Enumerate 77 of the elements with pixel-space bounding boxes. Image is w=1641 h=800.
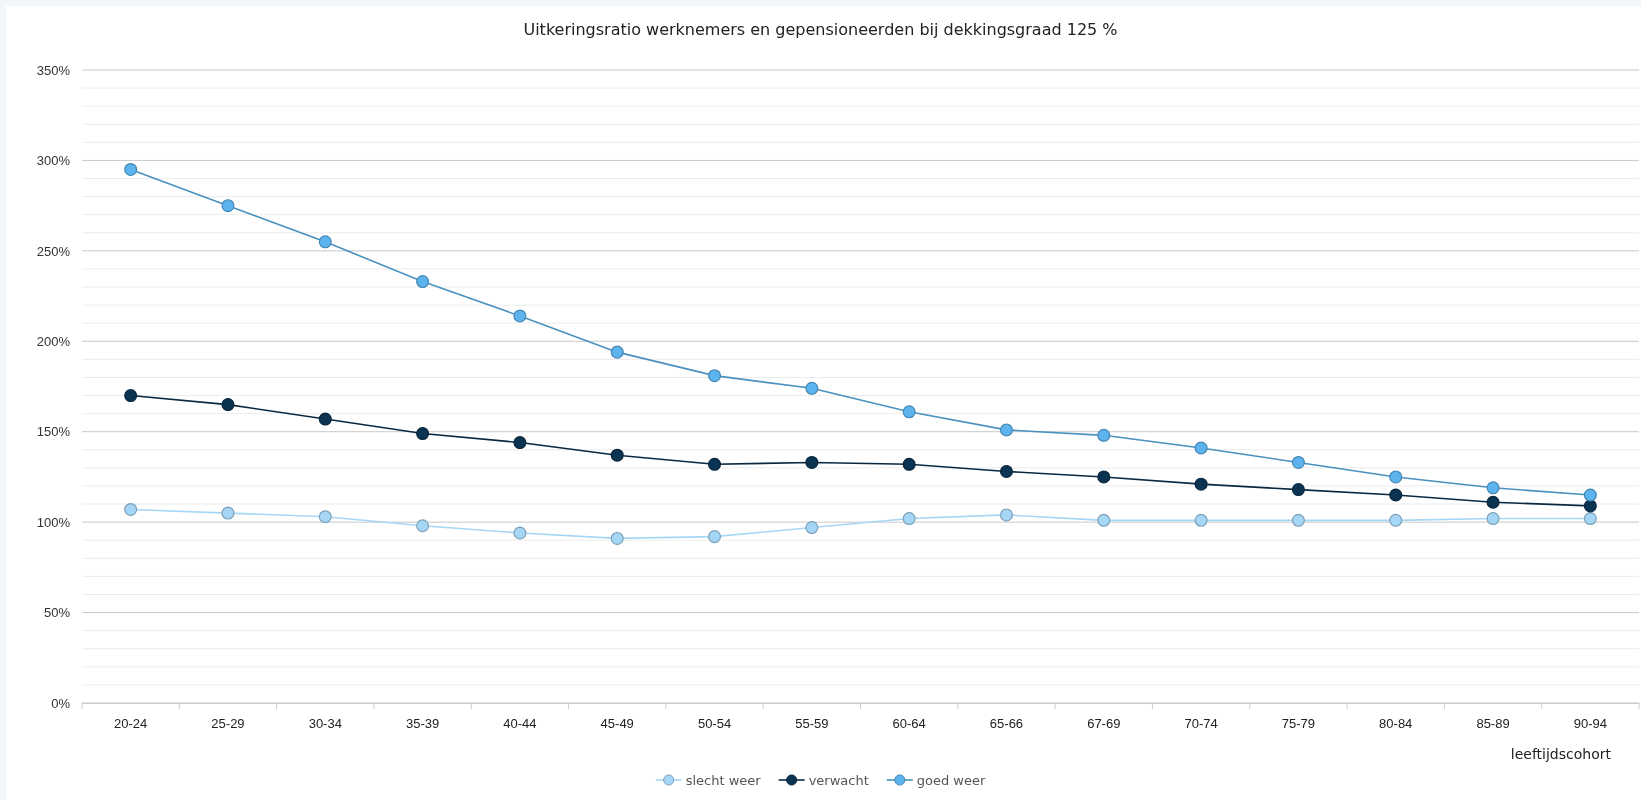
x-tick-label: 75-79 bbox=[1281, 716, 1316, 732]
point bbox=[610, 448, 624, 462]
x-tick-label: 85-89 bbox=[1476, 716, 1510, 732]
chart-title: Uitkeringsratio werknemers en gepensioneerden bij dekkingsgraad 125 % bbox=[523, 20, 1118, 39]
x-tick-label: 20-24 bbox=[114, 716, 148, 732]
point bbox=[1194, 441, 1208, 455]
point bbox=[513, 436, 527, 450]
point bbox=[999, 465, 1013, 479]
point bbox=[805, 381, 819, 395]
point bbox=[1583, 499, 1597, 513]
point bbox=[902, 512, 916, 526]
x-tick-label: 30-34 bbox=[308, 716, 342, 732]
point bbox=[416, 519, 430, 533]
point bbox=[999, 508, 1013, 522]
point bbox=[221, 199, 235, 213]
x-tick-label: 60-64 bbox=[892, 716, 926, 732]
y-tick-label: 300% bbox=[36, 153, 71, 169]
point bbox=[902, 405, 916, 419]
point bbox=[318, 412, 332, 426]
point bbox=[1291, 513, 1305, 527]
point bbox=[1291, 455, 1305, 469]
x-tick-label: 45-49 bbox=[600, 716, 634, 732]
point bbox=[1097, 513, 1111, 527]
x-tick-label: 65-66 bbox=[989, 716, 1024, 732]
point bbox=[221, 398, 235, 412]
x-tick-label: 55-59 bbox=[795, 716, 829, 732]
point bbox=[1389, 513, 1403, 527]
point bbox=[1486, 481, 1500, 495]
legend-label: slecht weer bbox=[685, 773, 762, 788]
point bbox=[902, 457, 916, 471]
point bbox=[318, 510, 332, 524]
x-tick-label: 40-44 bbox=[503, 716, 537, 732]
point bbox=[221, 506, 235, 520]
point bbox=[805, 521, 819, 535]
point bbox=[513, 526, 527, 540]
y-tick-label: 350% bbox=[36, 62, 71, 78]
point bbox=[1389, 488, 1403, 502]
x-tick-label: 25-29 bbox=[211, 716, 245, 732]
point bbox=[805, 455, 819, 469]
point bbox=[416, 275, 430, 289]
y-tick-label: 100% bbox=[36, 514, 71, 530]
y-tick-label: 0% bbox=[51, 695, 71, 711]
point bbox=[708, 530, 722, 544]
y-tick-label: 150% bbox=[36, 424, 71, 440]
x-tick-label: 80-84 bbox=[1379, 716, 1413, 732]
legend-label: verwacht bbox=[808, 773, 869, 788]
point bbox=[1194, 477, 1208, 491]
point bbox=[1583, 512, 1597, 526]
x-axis-title: leeftijdscohort bbox=[1510, 746, 1612, 762]
x-tick-label: 70-74 bbox=[1184, 716, 1218, 732]
x-tick-label: 50-54 bbox=[697, 716, 732, 732]
y-tick-label: 50% bbox=[43, 605, 71, 621]
point bbox=[1097, 428, 1111, 442]
legend-label: goed weer bbox=[916, 773, 986, 788]
point bbox=[1583, 488, 1597, 502]
point bbox=[1389, 470, 1403, 484]
x-tick-label: 90-94 bbox=[1573, 716, 1607, 732]
point bbox=[1097, 470, 1111, 484]
point bbox=[416, 427, 430, 441]
x-tick-label: 35-39 bbox=[405, 716, 440, 732]
point bbox=[513, 309, 527, 323]
point bbox=[1486, 495, 1500, 509]
point bbox=[708, 369, 722, 383]
point bbox=[708, 457, 722, 471]
point bbox=[610, 531, 624, 545]
point bbox=[999, 423, 1013, 437]
point bbox=[124, 162, 138, 176]
y-tick-label: 200% bbox=[36, 333, 71, 349]
point bbox=[1291, 483, 1305, 497]
point bbox=[1486, 512, 1500, 526]
point bbox=[124, 502, 138, 516]
point bbox=[1194, 513, 1208, 527]
point bbox=[124, 389, 138, 403]
point bbox=[610, 345, 624, 359]
point bbox=[318, 235, 332, 249]
x-tick-label: 67-69 bbox=[1087, 716, 1121, 732]
y-tick-label: 250% bbox=[36, 243, 71, 259]
